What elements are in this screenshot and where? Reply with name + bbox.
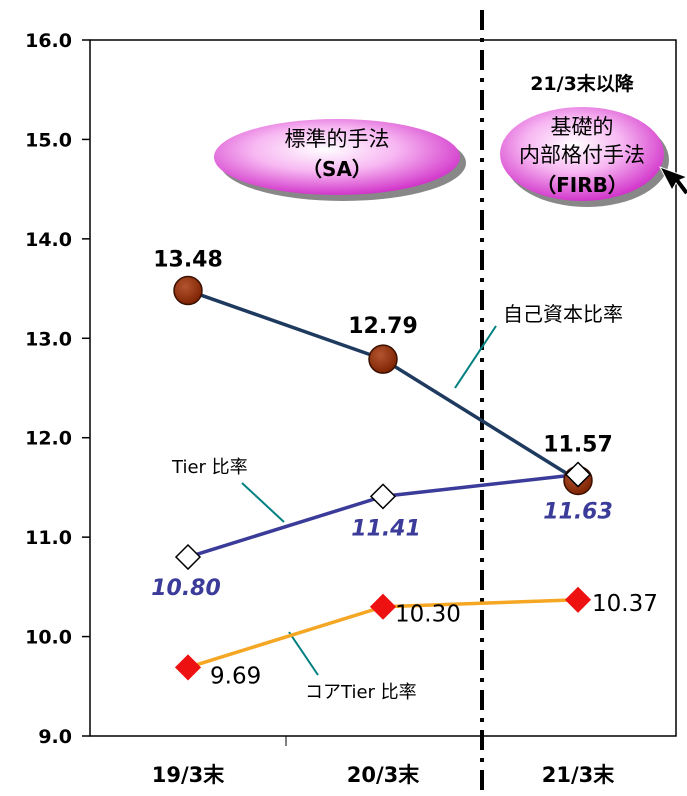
firb-callout-line1: 基礎的 — [551, 115, 614, 139]
y-tick-label: 9.0 — [38, 726, 72, 748]
firb-callout-header: 21/3末以降 — [530, 72, 635, 95]
data-label: 11.41 — [351, 516, 421, 541]
sa-callout-line2: （SA） — [302, 157, 372, 181]
sa-callout: 標準的手法 （SA） — [214, 119, 466, 201]
firb-callout-line3: （FIRB） — [536, 173, 628, 197]
x-tick-label: 20/3末 — [347, 763, 421, 787]
y-tick-label: 15.0 — [25, 129, 72, 151]
data-label: 10.30 — [395, 602, 461, 628]
y-tick-label: 11.0 — [25, 527, 72, 549]
data-label: 10.80 — [151, 576, 221, 601]
series-name-labels: 自己資本比率 Tier 比率 コアTier 比率 — [171, 302, 623, 703]
series-leader-line — [288, 631, 319, 676]
firb-callout-line2: 内部格付手法 — [519, 143, 645, 167]
x-tick-label: 19/3末 — [152, 763, 226, 787]
series-layer: 13.48 12.79 11.57 10.80 11.41 11.63 9.69 10.30 1… — [151, 248, 658, 690]
series-point — [173, 275, 203, 306]
sa-callout-line1: 標準的手法 — [285, 127, 390, 151]
series-name-label: 自己資本比率 — [503, 302, 623, 326]
data-label: 13.48 — [153, 248, 223, 273]
series-point — [368, 344, 398, 374]
firb-callout: 21/3末以降 基礎的 内部格付手法 （FIRB） — [500, 72, 687, 207]
series-point — [564, 461, 592, 488]
data-label: 10.37 — [592, 591, 658, 617]
data-label: 11.57 — [543, 432, 613, 457]
y-tick-label: 12.0 — [25, 428, 72, 450]
data-label: 12.79 — [348, 314, 418, 339]
series-point — [174, 543, 202, 571]
plot-frame — [89, 39, 677, 737]
series-name-label: コアTier 比率 — [305, 682, 417, 703]
series-leader-line — [454, 325, 497, 389]
series-name-label: Tier 比率 — [171, 457, 248, 478]
series-point — [369, 483, 397, 510]
series-point — [369, 593, 397, 620]
sa-callout-bubble — [214, 119, 460, 195]
y-tick-label: 13.0 — [25, 328, 72, 350]
series-point — [564, 586, 592, 613]
firb-callout-bubble — [500, 107, 664, 201]
series-leader-line — [241, 482, 285, 523]
series-point — [174, 654, 202, 681]
data-label: 9.69 — [210, 663, 261, 689]
x-tick-label: 21/3末 — [542, 763, 616, 787]
y-tick-label: 16.0 — [25, 30, 72, 52]
cursor-arrow-icon — [658, 166, 687, 196]
y-tick-label: 14.0 — [25, 229, 72, 251]
data-label: 11.63 — [543, 500, 613, 525]
y-tick-label: 10.0 — [25, 627, 72, 649]
x-axis: 19/3末 20/3末 21/3末 — [152, 763, 616, 787]
y-axis: 9.0 10.0 11.0 12.0 13.0 14.0 15.0 16.0 — [25, 30, 90, 748]
